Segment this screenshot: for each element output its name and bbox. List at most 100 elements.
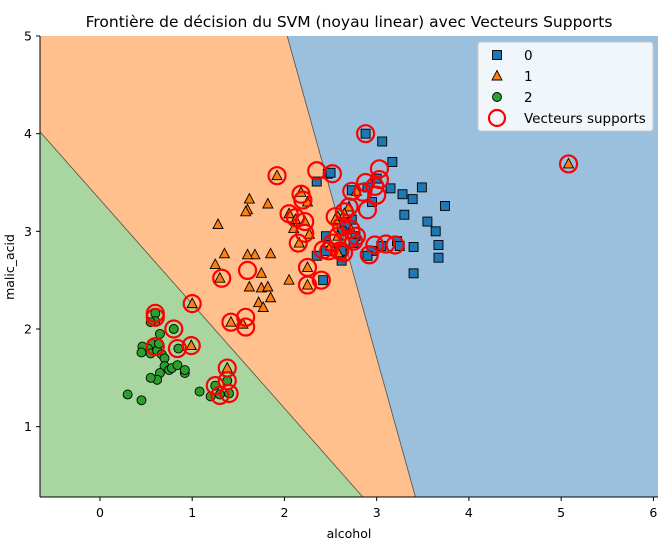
support-vector-ring <box>164 319 184 339</box>
point-class-0 <box>311 176 322 187</box>
boundary-line <box>40 131 364 497</box>
point-class-0 <box>416 182 427 193</box>
decision-boundaries <box>40 36 416 497</box>
x-tick-label: 4 <box>465 505 473 520</box>
support-vector-ring <box>346 226 366 246</box>
point-class-0 <box>325 167 336 178</box>
point-class-1 <box>209 258 221 269</box>
legend-label: 0 <box>524 48 533 64</box>
point-class-2 <box>194 386 205 397</box>
point-class-1 <box>262 197 274 209</box>
point-class-1 <box>255 266 268 278</box>
legend-marker-class-0 <box>492 50 502 60</box>
point-class-2 <box>172 360 183 371</box>
point-class-0 <box>422 216 433 227</box>
support-vector-ring <box>267 166 287 186</box>
legend-box <box>477 41 654 132</box>
legend: 0 1 2 Vecteurs supports <box>477 41 654 132</box>
point-class-2 <box>122 389 133 400</box>
support-vector-ring <box>356 172 376 193</box>
boundary-line <box>286 36 416 497</box>
point-class-0 <box>399 209 410 220</box>
point-class-1 <box>186 297 198 309</box>
support-vector-ring <box>322 164 342 184</box>
point-class-0 <box>439 200 450 211</box>
y-tick-label: 3 <box>24 224 32 239</box>
y-axis-label: malic_acid <box>2 234 17 300</box>
point-class-1 <box>241 248 254 260</box>
support-vector-ring <box>212 268 232 288</box>
y-tick-label: 2 <box>24 322 32 337</box>
legend-marker-support-vectors <box>487 108 507 128</box>
point-class-2 <box>136 347 147 358</box>
point-class-2 <box>145 372 156 383</box>
point-class-0 <box>430 226 441 237</box>
support-vector-ring <box>285 208 306 228</box>
support-vector-ring <box>325 207 345 227</box>
support-vector-ring <box>182 294 202 314</box>
point-class-1 <box>262 280 274 292</box>
data-points <box>122 128 575 406</box>
support-vector-ring <box>293 190 313 210</box>
x-tick-label: 6 <box>649 505 657 520</box>
point-class-0 <box>433 240 444 250</box>
support-vectors <box>145 124 579 406</box>
support-vector-ring <box>376 234 396 254</box>
y-tick-label: 1 <box>24 419 32 434</box>
point-class-1 <box>185 339 198 351</box>
point-class-1 <box>243 280 256 292</box>
support-vector-ring <box>219 383 239 404</box>
legend-marker-class-2 <box>492 92 502 102</box>
support-vector-ring <box>288 233 308 253</box>
x-tick-label: 3 <box>373 505 381 520</box>
support-vector-ring <box>558 154 579 174</box>
support-vector-ring <box>295 223 315 243</box>
support-vector-ring <box>353 182 373 202</box>
point-class-1 <box>264 247 277 259</box>
support-vector-ring <box>313 240 333 260</box>
point-class-1 <box>214 271 226 283</box>
point-class-0 <box>397 189 408 200</box>
point-class-0 <box>318 275 329 286</box>
support-vector-ring <box>217 358 237 378</box>
point-class-1 <box>301 261 314 272</box>
legend-label: Vecteurs supports <box>524 111 646 127</box>
point-class-0 <box>377 136 388 147</box>
x-ticks: 0 1 2 3 4 5 6 <box>96 497 657 520</box>
support-vector-ring <box>237 260 258 281</box>
support-vector-ring <box>359 245 379 265</box>
support-vector-ring <box>145 307 165 327</box>
point-class-2 <box>136 395 147 406</box>
support-vector-ring <box>369 159 390 179</box>
point-class-0 <box>362 250 373 261</box>
support-vector-ring <box>210 385 230 406</box>
point-class-2 <box>168 324 179 334</box>
support-vector-ring <box>365 235 385 255</box>
support-vector-ring <box>367 185 387 205</box>
point-class-2 <box>173 343 184 354</box>
point-class-0 <box>387 157 398 167</box>
point-class-0 <box>433 252 444 263</box>
point-class-0 <box>408 268 419 279</box>
support-vector-ring <box>181 336 201 356</box>
point-class-1 <box>239 205 252 217</box>
support-vector-ring <box>385 235 405 255</box>
point-class-1 <box>562 157 575 169</box>
chart-title: Frontière de décision du SVM (noyau line… <box>86 13 613 31</box>
support-vector-ring <box>334 202 354 222</box>
point-class-2 <box>179 365 190 375</box>
point-class-1 <box>243 192 256 204</box>
point-class-2 <box>154 328 165 339</box>
support-vector-ring <box>297 275 318 295</box>
legend-label: 2 <box>524 90 533 106</box>
point-class-1 <box>218 247 231 259</box>
point-class-1 <box>249 248 261 260</box>
y-ticks: 1 2 3 4 5 <box>24 29 40 434</box>
support-vector-ring <box>356 124 376 144</box>
x-axis-label: alcohol <box>327 526 372 541</box>
support-vector-ring <box>167 338 188 359</box>
point-class-0 <box>360 128 371 139</box>
point-class-1 <box>252 296 265 308</box>
x-tick-label: 5 <box>557 505 565 520</box>
